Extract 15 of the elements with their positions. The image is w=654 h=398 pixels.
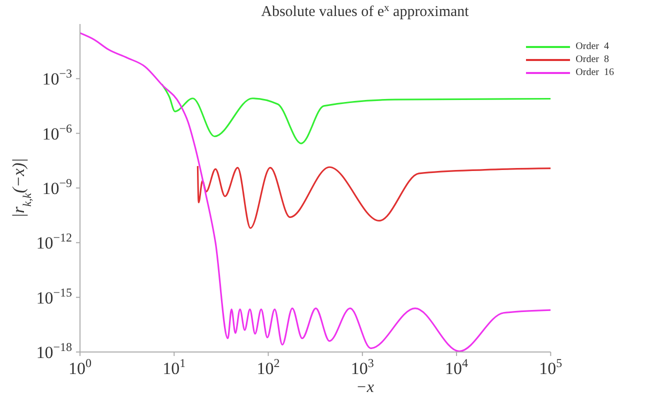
legend-label: Order 4: [576, 40, 609, 53]
y-tick-label: 10$^{−6}$: [42, 121, 72, 144]
x-tick-label: 10$^{4}$: [445, 356, 468, 378]
y-tick-label: 10$^{−9}$: [42, 176, 72, 198]
y-tick-label: 10$^{−12}$: [36, 230, 72, 253]
x-tick-label: 10$^{1}$: [162, 356, 186, 378]
x-tick-label: 10$^{3}$: [350, 356, 374, 378]
chart-title: Absolute values of e$^{x}$ approximant: [261, 2, 470, 20]
y-tick-label: 10$^{−15}$: [36, 285, 72, 308]
x-axis-title: −x: [356, 379, 374, 396]
y-tick-label: 10$^{−3}$: [42, 66, 72, 89]
x-tick-label: 10$^{5}$: [539, 356, 562, 378]
x-tick-label: 10$^{2}$: [256, 356, 280, 378]
legend-label: Order 8: [576, 53, 609, 66]
legend-label: Order 16: [576, 66, 614, 79]
